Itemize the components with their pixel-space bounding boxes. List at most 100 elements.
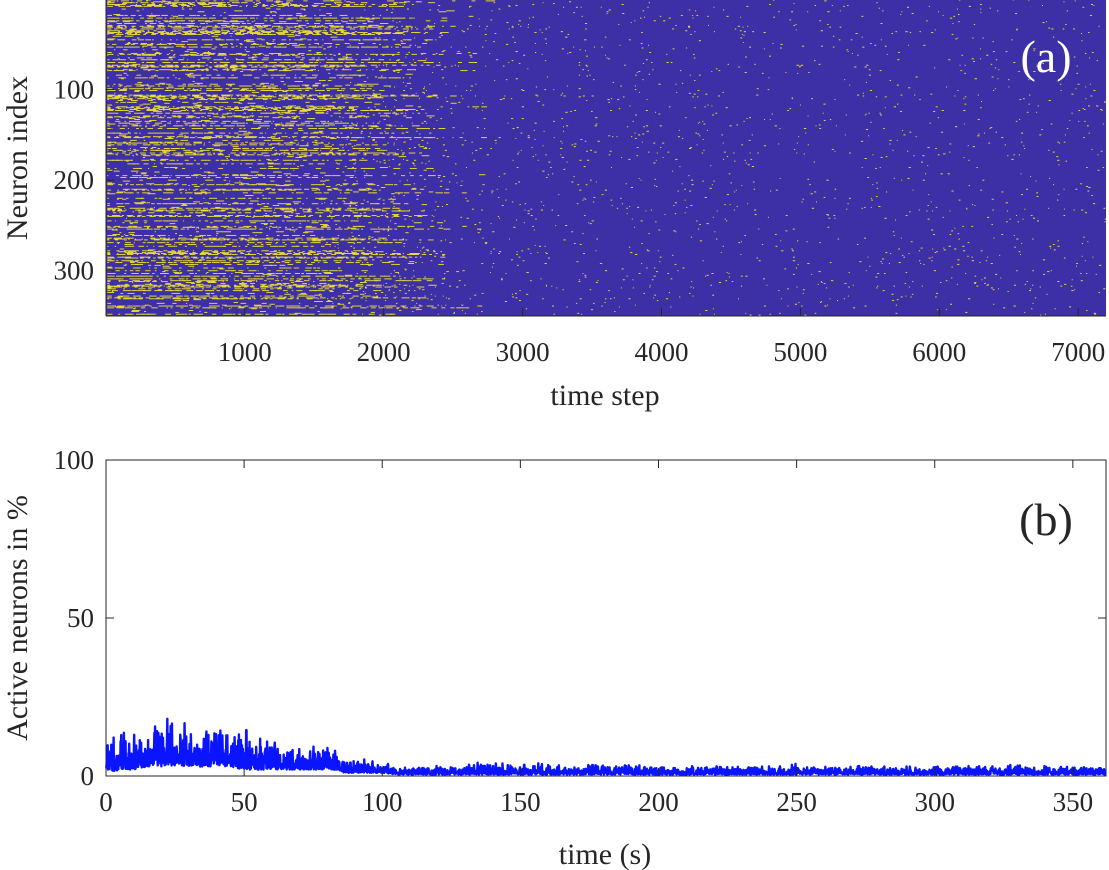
spike-mark [941, 131, 943, 133]
spike-mark [366, 28, 368, 30]
spike-mark [942, 216, 944, 218]
spike-mark [963, 123, 965, 125]
spike-mark [370, 228, 378, 230]
spike-mark [222, 113, 229, 115]
spike-mark [279, 113, 284, 115]
spike-mark [347, 149, 350, 151]
spike-mark [469, 24, 472, 26]
spike-mark [259, 66, 267, 68]
spike-mark [128, 69, 133, 71]
spike-mark [231, 139, 240, 141]
spike-mark [359, 88, 365, 90]
spike-mark [121, 235, 124, 237]
spike-mark [409, 77, 411, 79]
spike-mark [743, 120, 745, 122]
spike-mark [253, 95, 257, 97]
spike-mark [268, 192, 276, 194]
spike-mark [134, 132, 138, 134]
spike-mark [295, 213, 300, 215]
spike-mark [392, 39, 396, 41]
spike-mark [861, 207, 863, 209]
spike-mark [323, 94, 330, 96]
spike-mark [262, 197, 267, 199]
spike-mark [245, 226, 250, 228]
spike-mark [349, 2, 355, 4]
spike-mark [293, 26, 296, 28]
spike-mark [144, 88, 151, 90]
spike-mark [595, 181, 597, 183]
spike-mark [1013, 154, 1015, 156]
spike-mark [247, 102, 256, 104]
spike-mark [245, 163, 251, 165]
spike-mark [586, 65, 589, 67]
spike-mark [209, 83, 218, 85]
spike-mark [537, 159, 539, 161]
spike-mark [403, 141, 406, 143]
spike-mark [246, 98, 254, 100]
spike-mark [374, 106, 376, 108]
spike-mark [162, 198, 170, 200]
spike-mark [884, 45, 887, 47]
spike-mark [355, 59, 357, 61]
spike-mark [203, 2, 206, 4]
spike-mark [1073, 28, 1076, 30]
spike-mark [392, 20, 394, 22]
spike-mark [578, 74, 581, 76]
spike-mark [311, 222, 319, 224]
spike-mark [301, 46, 307, 48]
spike-mark [314, 66, 316, 68]
spike-mark [264, 184, 273, 186]
spike-mark [534, 43, 536, 44]
spike-mark [255, 23, 263, 24]
spike-mark [107, 163, 109, 165]
spike-mark [246, 32, 253, 34]
spike-mark [933, 110, 936, 112]
spike-mark [300, 94, 307, 96]
spike-mark [326, 137, 335, 139]
spike-mark [413, 183, 415, 185]
spike-mark [293, 231, 295, 233]
spike-mark [258, 238, 268, 240]
spike-mark [695, 132, 697, 134]
spike-mark [273, 153, 282, 155]
spike-mark [278, 26, 284, 28]
spike-mark [297, 125, 299, 127]
spike-mark [416, 195, 419, 197]
spike-mark [272, 220, 277, 222]
spike-mark [949, 17, 953, 19]
spike-mark [283, 30, 287, 32]
spike-mark [137, 215, 142, 216]
spike-mark [214, 101, 221, 103]
spike-mark [1019, 119, 1021, 120]
spike-mark [395, 32, 405, 34]
spike-mark [232, 149, 238, 151]
spike-mark [379, 90, 385, 91]
spike-mark [153, 115, 159, 117]
spike-mark [428, 191, 434, 193]
spike-mark [872, 184, 874, 186]
spike-mark [363, 152, 372, 154]
spike-mark [197, 11, 205, 13]
spike-mark [107, 65, 113, 67]
spike-mark [238, 228, 246, 230]
spike-mark [306, 142, 309, 144]
spike-mark [237, 98, 247, 100]
spike-mark [249, 137, 257, 139]
spike-mark [143, 49, 145, 51]
spike-mark [210, 207, 220, 209]
spike-mark [699, 135, 701, 137]
spike-mark [285, 122, 293, 124]
spike-mark [779, 177, 781, 179]
spike-mark [1078, 110, 1081, 111]
spike-mark [382, 17, 391, 19]
spike-mark [319, 26, 321, 28]
spike-mark [220, 225, 230, 227]
spike-mark [163, 188, 171, 190]
spike-mark [157, 234, 166, 236]
spike-mark [213, 215, 222, 216]
spike-mark [322, 107, 324, 109]
spike-mark [187, 149, 191, 151]
spike-mark [418, 98, 420, 100]
spike-mark [336, 17, 338, 19]
spike-mark [656, 152, 658, 154]
